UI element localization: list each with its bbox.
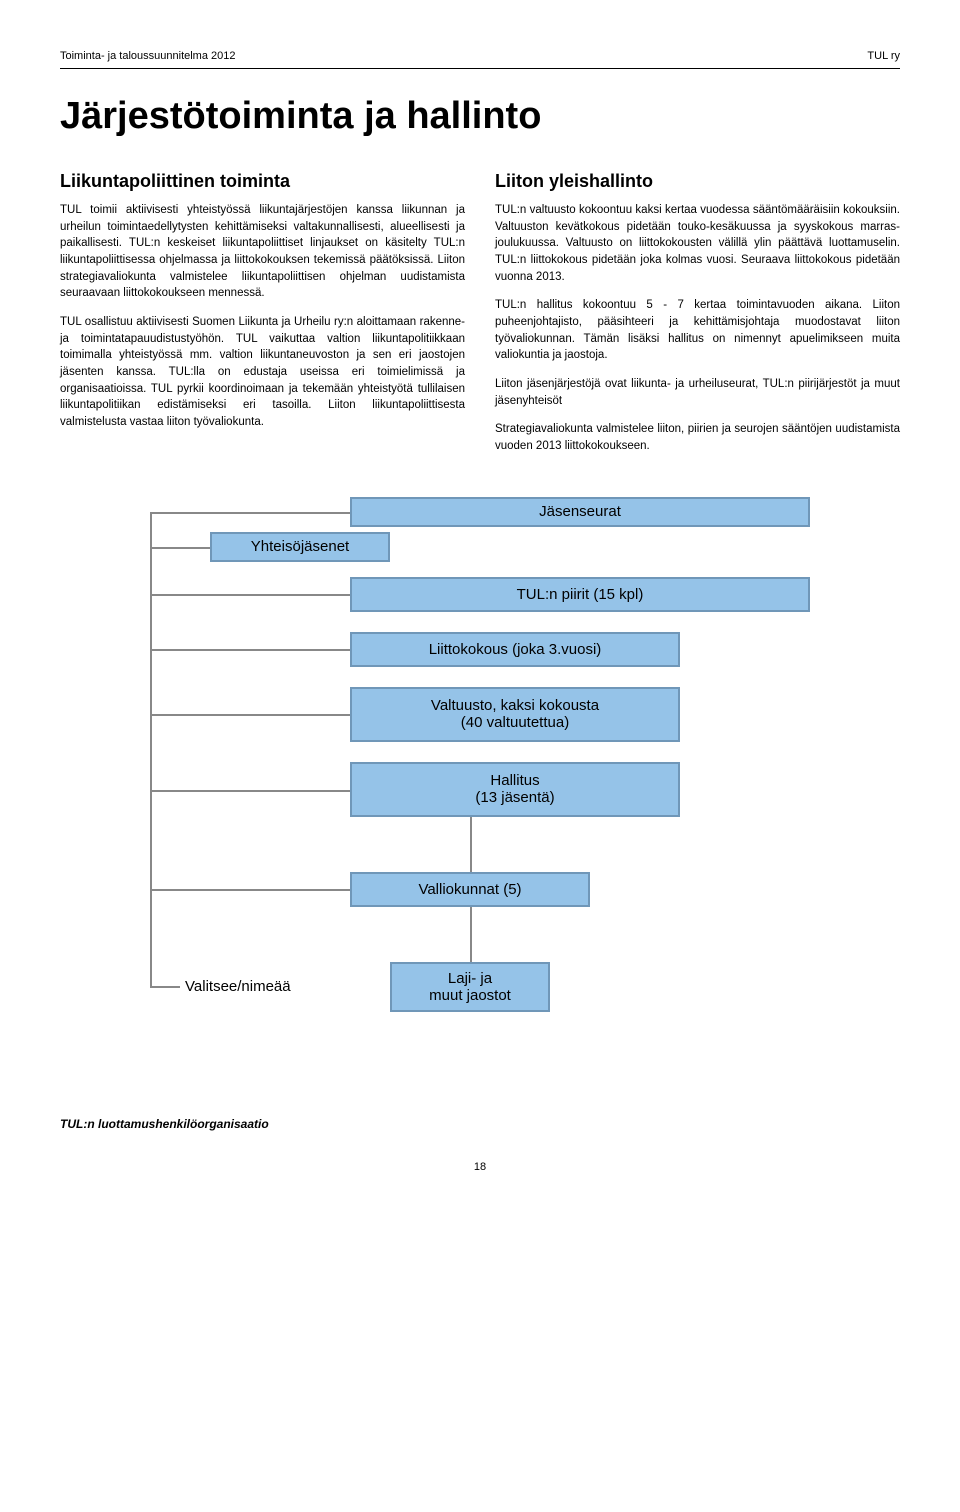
box-hallitus: Hallitus (13 jäsentä) [350, 762, 680, 817]
col1-p2: TUL osallistuu aktiivisesti Suomen Liiku… [60, 314, 465, 431]
column-left: Liikuntapoliittinen toiminta TUL toimii … [60, 168, 465, 467]
column-right: Liiton yleishallinto TUL:n valtuusto kok… [495, 168, 900, 467]
col2-heading: Liiton yleishallinto [495, 168, 900, 194]
connector [150, 790, 350, 792]
connector [150, 986, 180, 988]
col2-p3: Liiton jäsenjärjestöjä ovat liikunta- ja… [495, 376, 900, 409]
box-valliokunnat: Valliokunnat (5) [350, 872, 590, 907]
header-right: TUL ry [867, 50, 900, 62]
header-left: Toiminta- ja taloussuunnitelma 2012 [60, 50, 236, 62]
connector [150, 649, 350, 651]
box-valtuusto: Valtuusto, kaksi kokousta (40 valtuutett… [350, 687, 680, 742]
page-title: Järjestötoiminta ja hallinto [60, 95, 900, 138]
connector [150, 594, 350, 596]
col1-p1: TUL toimii aktiivisesti yhteistyössä lii… [60, 202, 465, 302]
connector [150, 889, 350, 891]
connector [470, 907, 472, 962]
connector [150, 512, 350, 514]
box-yhteisojasenet: Yhteisöjäsenet [210, 532, 390, 562]
legend-label: Valitsee/nimeää [185, 978, 291, 995]
box-jasenseurat: Jäsenseurat [350, 497, 810, 527]
connector [150, 714, 350, 716]
connector [150, 512, 152, 987]
divider [60, 68, 900, 69]
box-jaostot: Laji- ja muut jaostot [390, 962, 550, 1012]
col2-p1: TUL:n valtuusto kokoontuu kaksi kertaa v… [495, 202, 900, 285]
box-piirit: TUL:n piirit (15 kpl) [350, 577, 810, 612]
connector [470, 817, 472, 872]
col1-heading: Liikuntapoliittinen toiminta [60, 168, 465, 194]
connector [150, 547, 210, 549]
box-liittokokous: Liittokokous (joka 3.vuosi) [350, 632, 680, 667]
page-number: 18 [60, 1161, 900, 1173]
col2-p2: TUL:n hallitus kokoontuu 5 - 7 kertaa to… [495, 297, 900, 364]
org-diagram: Jäsenseurat Yhteisöjäsenet TUL:n piirit … [110, 497, 850, 1097]
col2-p4: Strategiavaliokunta valmistelee liiton, … [495, 421, 900, 454]
diagram-caption: TUL:n luottamushenkilöorganisaatio [60, 1117, 900, 1131]
